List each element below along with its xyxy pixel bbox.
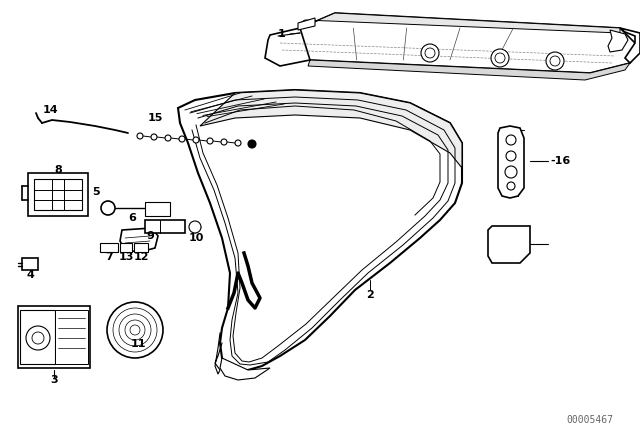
Polygon shape — [55, 310, 88, 364]
Circle shape — [26, 326, 50, 350]
Text: 1: 1 — [278, 29, 285, 39]
Text: 4: 4 — [26, 270, 34, 280]
Circle shape — [137, 133, 143, 139]
Circle shape — [425, 48, 435, 58]
Polygon shape — [488, 226, 530, 263]
Circle shape — [189, 221, 201, 233]
Polygon shape — [100, 243, 118, 252]
Circle shape — [107, 302, 163, 358]
Polygon shape — [120, 243, 132, 252]
Circle shape — [32, 332, 44, 344]
Text: 10: 10 — [188, 233, 204, 243]
Circle shape — [207, 138, 213, 144]
Circle shape — [193, 137, 199, 143]
Circle shape — [248, 140, 256, 148]
Polygon shape — [18, 306, 90, 368]
Circle shape — [507, 182, 515, 190]
Circle shape — [491, 49, 509, 67]
Circle shape — [165, 135, 171, 141]
Polygon shape — [220, 358, 270, 380]
Text: 15: 15 — [147, 113, 163, 123]
Polygon shape — [620, 28, 640, 63]
Text: 3: 3 — [50, 375, 58, 385]
Polygon shape — [498, 126, 524, 198]
Circle shape — [505, 166, 517, 178]
Circle shape — [421, 44, 439, 62]
Text: 13: 13 — [118, 252, 134, 262]
Text: 2: 2 — [366, 290, 374, 300]
Text: 7: 7 — [105, 252, 113, 262]
Polygon shape — [34, 179, 82, 210]
Circle shape — [506, 135, 516, 145]
Polygon shape — [145, 202, 170, 216]
Circle shape — [506, 151, 516, 161]
Text: 5: 5 — [92, 187, 100, 197]
Text: 8: 8 — [54, 165, 62, 175]
Polygon shape — [22, 258, 38, 270]
Polygon shape — [134, 243, 148, 252]
Text: 9: 9 — [146, 231, 154, 241]
Polygon shape — [178, 90, 462, 370]
Polygon shape — [20, 310, 55, 364]
Circle shape — [495, 53, 505, 63]
Polygon shape — [608, 30, 628, 52]
Polygon shape — [265, 28, 310, 66]
Polygon shape — [300, 13, 620, 33]
Polygon shape — [200, 90, 462, 168]
Circle shape — [179, 136, 185, 142]
Circle shape — [221, 139, 227, 145]
Text: 6: 6 — [128, 213, 136, 223]
Text: 12: 12 — [133, 252, 148, 262]
Polygon shape — [298, 18, 315, 30]
Polygon shape — [295, 13, 640, 73]
Text: 11: 11 — [131, 339, 146, 349]
Circle shape — [550, 56, 560, 66]
Circle shape — [101, 201, 115, 215]
Polygon shape — [145, 220, 185, 233]
Circle shape — [235, 140, 241, 146]
Polygon shape — [28, 173, 88, 216]
Text: -16: -16 — [550, 156, 570, 166]
Polygon shape — [308, 60, 630, 80]
Circle shape — [546, 52, 564, 70]
Polygon shape — [120, 228, 158, 252]
Text: 00005467: 00005467 — [566, 415, 614, 425]
Text: 14: 14 — [42, 105, 58, 115]
Circle shape — [151, 134, 157, 140]
